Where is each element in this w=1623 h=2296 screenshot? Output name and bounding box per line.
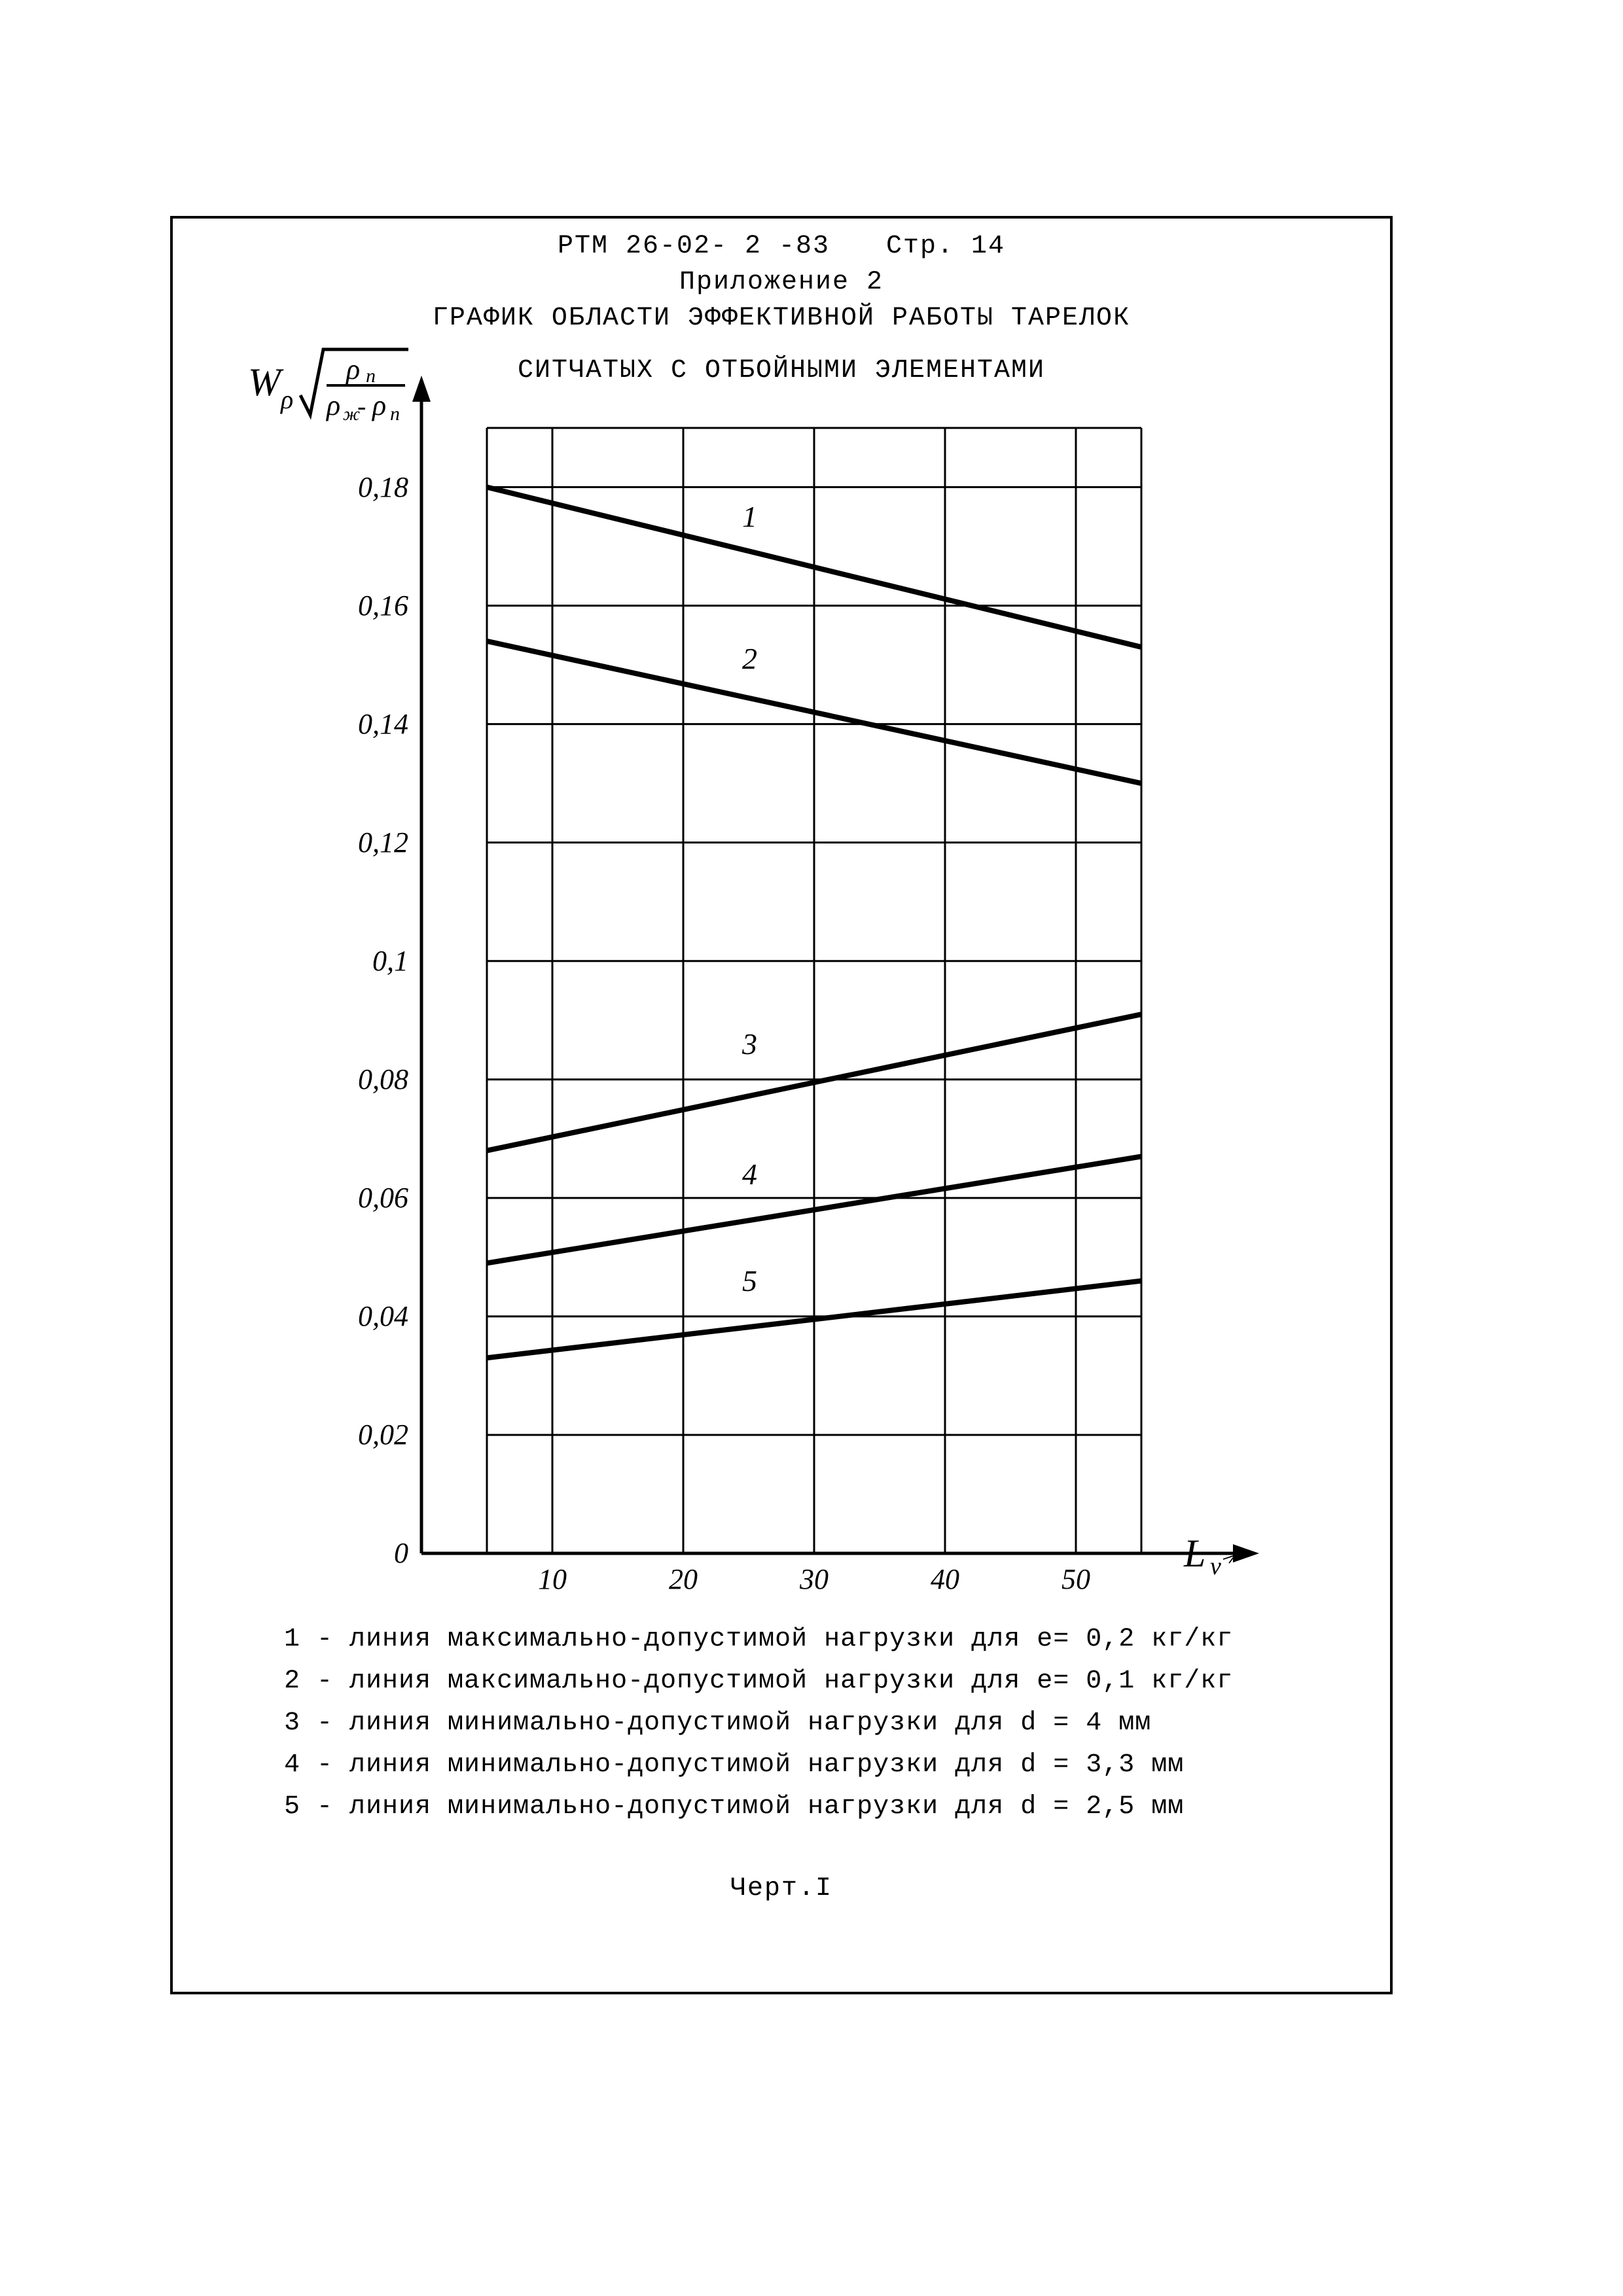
ytick-label: 0,14 bbox=[330, 707, 408, 741]
ytick-label: 0 bbox=[330, 1536, 408, 1570]
ytick-label: 0,08 bbox=[330, 1063, 408, 1096]
ytick-label: 0,16 bbox=[330, 589, 408, 622]
legend-num: 1 bbox=[284, 1625, 300, 1654]
legend-num: 2 bbox=[284, 1667, 300, 1696]
ytick-label: 0,1 bbox=[330, 944, 408, 978]
ytick-label: 0,12 bbox=[330, 826, 408, 859]
series-label: 3 bbox=[742, 1027, 757, 1061]
xaxis-label-icon: L v bbox=[1181, 1534, 1253, 1580]
figure-label: Черт.I bbox=[173, 1874, 1390, 1903]
legend-num: 3 bbox=[284, 1708, 300, 1738]
svg-text:L: L bbox=[1183, 1534, 1205, 1575]
outer-frame: РТМ 26-02- 2 -83 Стр. 14 Приложение 2 ГР… bbox=[170, 216, 1393, 1994]
legend: 1 - линия максимально-допустимой нагрузк… bbox=[284, 1619, 1233, 1828]
ytick-label: 0,04 bbox=[330, 1299, 408, 1333]
legend-text: линия максимально-допустимой нагрузки дл… bbox=[349, 1625, 1233, 1654]
legend-text: линия максимально-допустимой нагрузки дл… bbox=[349, 1667, 1233, 1696]
legend-text: линия минимально-допустимой нагрузки для… bbox=[349, 1708, 1151, 1738]
ytick-label: 0,02 bbox=[330, 1418, 408, 1451]
legend-num: 5 bbox=[284, 1792, 300, 1822]
ytick-label: 0,18 bbox=[330, 470, 408, 504]
legend-item: 1 - линия максимально-допустимой нагрузк… bbox=[284, 1619, 1233, 1661]
xtick-label: 20 bbox=[657, 1563, 709, 1596]
legend-item: 4 - линия минимально-допустимой нагрузки… bbox=[284, 1744, 1233, 1786]
legend-num: 4 bbox=[284, 1750, 300, 1780]
xtick-label: 10 bbox=[526, 1563, 579, 1596]
series-label: 4 bbox=[742, 1157, 757, 1192]
legend-item: 2 - линия максимально-допустимой нагрузк… bbox=[284, 1661, 1233, 1703]
legend-item: 5 - линия минимально-допустимой нагрузки… bbox=[284, 1786, 1233, 1828]
legend-item: 3 - линия минимально-допустимой нагрузки… bbox=[284, 1703, 1233, 1744]
page: РТМ 26-02- 2 -83 Стр. 14 Приложение 2 ГР… bbox=[0, 0, 1623, 2296]
xtick-label: 40 bbox=[919, 1563, 971, 1596]
legend-text: линия минимально-допустимой нагрузки для… bbox=[349, 1750, 1184, 1780]
series-label: 1 bbox=[742, 499, 757, 534]
svg-text:v: v bbox=[1210, 1553, 1221, 1580]
series-label: 2 bbox=[742, 641, 757, 676]
series-label: 5 bbox=[742, 1263, 757, 1298]
xtick-label: 50 bbox=[1050, 1563, 1102, 1596]
xtick-label: 30 bbox=[788, 1563, 840, 1596]
legend-text: линия минимально-допустимой нагрузки для… bbox=[349, 1792, 1184, 1822]
ytick-label: 0,06 bbox=[330, 1181, 408, 1214]
xaxis-label: L v bbox=[1181, 1534, 1253, 1587]
